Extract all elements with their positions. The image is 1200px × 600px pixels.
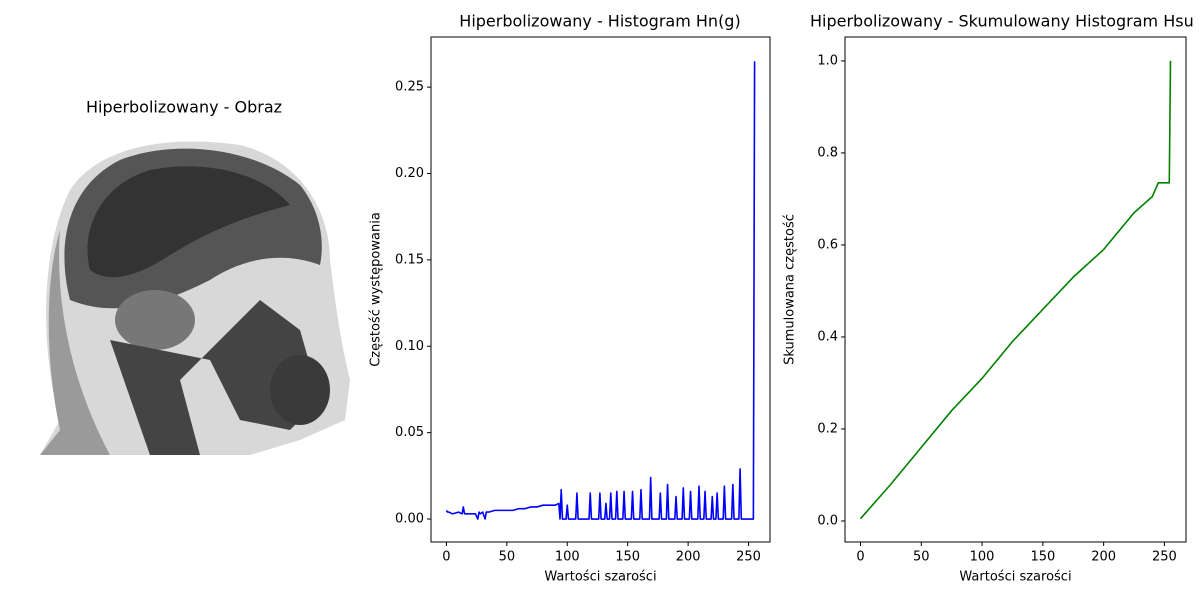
- y-tick-label: 0.00: [395, 512, 424, 527]
- x-tick-label: 250: [1152, 550, 1177, 565]
- x-tick-label: 50: [913, 550, 930, 565]
- data-line: [445, 61, 756, 520]
- y-tick-label: 1.0: [817, 53, 838, 68]
- y-tick-label: 0.2: [817, 421, 838, 436]
- y-tick-label: 0.25: [395, 80, 424, 95]
- y-axis-label: Częstość występowania: [369, 212, 384, 367]
- y-tick-label: 0.4: [817, 329, 838, 344]
- y-tick-label: 0.0: [817, 513, 838, 528]
- data-line: [859, 60, 1172, 520]
- axes-frame: [844, 36, 1187, 543]
- image-title: Hiperbolizowany - Obraz: [86, 98, 282, 117]
- y-tick-label: 0.20: [395, 166, 424, 181]
- y-tick-label: 0.6: [817, 237, 838, 252]
- x-tick-label: 0: [856, 550, 864, 565]
- y-tick-label: 0.15: [395, 252, 424, 267]
- y-tick-label: 0.10: [395, 339, 424, 354]
- x-tick-label: 250: [736, 550, 761, 565]
- chart-title: Hiperbolizowany - Histogram Hn(g): [459, 12, 740, 31]
- y-tick-label: 0.05: [395, 425, 424, 440]
- x-tick-label: 200: [676, 550, 701, 565]
- x-axis-label: Wartości szarości: [544, 570, 656, 585]
- x-tick-label: 0: [442, 550, 450, 565]
- x-tick-label: 150: [1030, 550, 1055, 565]
- x-tick-label: 100: [555, 550, 580, 565]
- x-tick-label: 50: [499, 550, 516, 565]
- x-axis-label: Wartości szarości: [959, 570, 1071, 585]
- y-axis-label: Skumulowana częstość: [783, 214, 798, 365]
- xray-image: [35, 138, 355, 458]
- chart-title: Hiperbolizowany - Skumulowany Histogram …: [810, 12, 1194, 31]
- x-tick-label: 200: [1091, 550, 1116, 565]
- axes-frame: [430, 36, 771, 543]
- x-tick-label: 150: [615, 550, 640, 565]
- y-tick-label: 0.8: [817, 145, 838, 160]
- x-tick-label: 100: [970, 550, 995, 565]
